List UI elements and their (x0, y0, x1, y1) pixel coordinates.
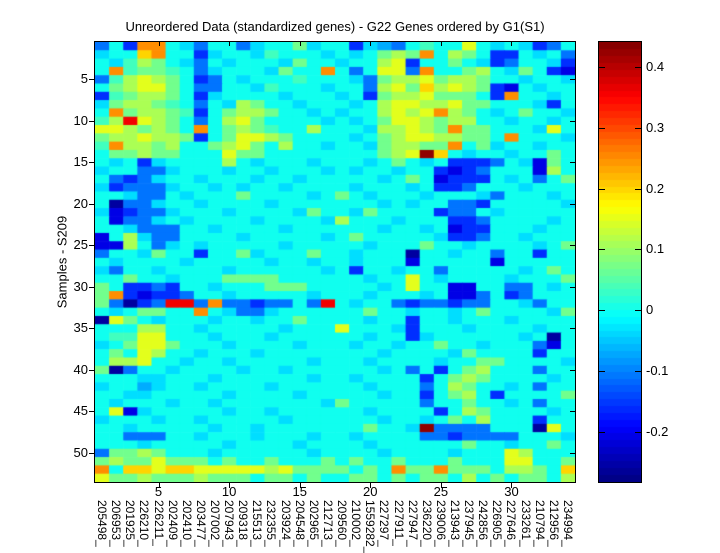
y-tick-mark-right (570, 120, 575, 122)
y-tick-label: 10 (73, 112, 88, 128)
x-tick-mark-top (158, 42, 160, 46)
colorbar-tick-mark (599, 127, 605, 129)
x-tick-label: 20 (363, 484, 378, 499)
colorbar-tick-label: 0.4 (646, 59, 665, 75)
y-tick-label: 35 (73, 320, 88, 336)
y-tick-label: 45 (73, 403, 88, 419)
heatmap-canvas (95, 42, 575, 482)
colorbar-tick-label: 0.3 (646, 119, 665, 135)
x-tick-mark-top (440, 42, 442, 46)
y-tick-mark (89, 79, 94, 81)
figure-window: { "chart_data": { "type": "heatmap", "ti… (54, 19, 669, 553)
y-axis-label: Samples - S209 (54, 215, 70, 309)
x-tick-label: 30 (504, 484, 519, 499)
colorbar-tick-mark-right (635, 249, 641, 251)
x-tick-mark (299, 483, 301, 488)
y-tick-mark-right (570, 328, 575, 330)
x-tick-mark (229, 483, 231, 488)
x-tick-mark-top (229, 42, 231, 46)
y-tick-mark-right (570, 452, 575, 454)
chart-title: Unreordered Data (standardized genes) - … (125, 19, 545, 34)
colorbar-canvas (599, 42, 641, 482)
x-tick-mark-top (511, 42, 513, 46)
colorbar-tick-mark-right (635, 370, 641, 372)
x-tick-label: 15 (292, 484, 307, 499)
y-tick-mark-right (570, 162, 575, 164)
colorbar-tick-mark (599, 310, 605, 312)
x-tick-label: 10 (221, 484, 237, 499)
y-tick-label: 50 (73, 444, 88, 460)
x-tick-mark (511, 483, 513, 488)
colorbar-tick-label: 0 (646, 302, 654, 318)
colorbar-tick-mark-right (635, 188, 641, 190)
colorbar-tick-mark-right (635, 431, 641, 433)
x-tick-mark-top (370, 42, 372, 46)
y-tick-mark (89, 452, 94, 454)
y-tick-mark (89, 203, 94, 205)
y-tick-label: 30 (73, 278, 88, 294)
colorbar-tick-label: -0.2 (646, 423, 669, 439)
x-tick-mark (158, 483, 160, 488)
x-gene-label: 1559282_ (363, 500, 378, 553)
colorbar-tick-label: 0.1 (646, 241, 665, 257)
y-tick-label: 25 (73, 237, 88, 253)
y-tick-mark-right (570, 203, 575, 205)
y-tick-mark (89, 328, 94, 330)
colorbar-tick-label: -0.1 (646, 362, 669, 378)
y-tick-mark (89, 162, 94, 164)
colorbar-tick-mark (599, 67, 605, 69)
colorbar-tick-mark (599, 370, 605, 372)
y-tick-mark (89, 120, 94, 122)
y-tick-mark-right (570, 369, 575, 371)
x-tick-mark (440, 483, 442, 488)
y-tick-mark (89, 245, 94, 247)
y-tick-mark-right (570, 411, 575, 413)
y-tick-label: 20 (73, 195, 88, 211)
y-tick-label: 15 (73, 154, 88, 170)
x-gene-label: 226211_ (151, 500, 166, 546)
y-tick-mark (89, 369, 94, 371)
y-tick-mark (89, 411, 94, 413)
colorbar-tick-mark-right (635, 127, 641, 129)
x-tick-label: 25 (433, 484, 449, 499)
colorbar-tick-mark (599, 249, 605, 251)
y-tick-mark-right (570, 286, 575, 288)
colorbar-tick-mark-right (635, 67, 641, 69)
y-tick-mark-right (570, 245, 575, 247)
colorbar-tick-mark (599, 188, 605, 190)
colorbar-tick-mark-right (635, 310, 641, 312)
y-tick-mark-right (570, 79, 575, 81)
y-tick-label: 5 (80, 71, 88, 87)
y-tick-mark (89, 286, 94, 288)
colorbar-tick-label: 0.2 (646, 180, 665, 196)
y-tick-label: 40 (73, 361, 88, 377)
x-tick-mark (370, 483, 372, 488)
x-gene-label: 227911_ (391, 500, 406, 546)
colorbar-tick-mark (599, 431, 605, 433)
x-tick-mark-top (299, 42, 301, 46)
x-tick-label: 5 (154, 484, 163, 499)
